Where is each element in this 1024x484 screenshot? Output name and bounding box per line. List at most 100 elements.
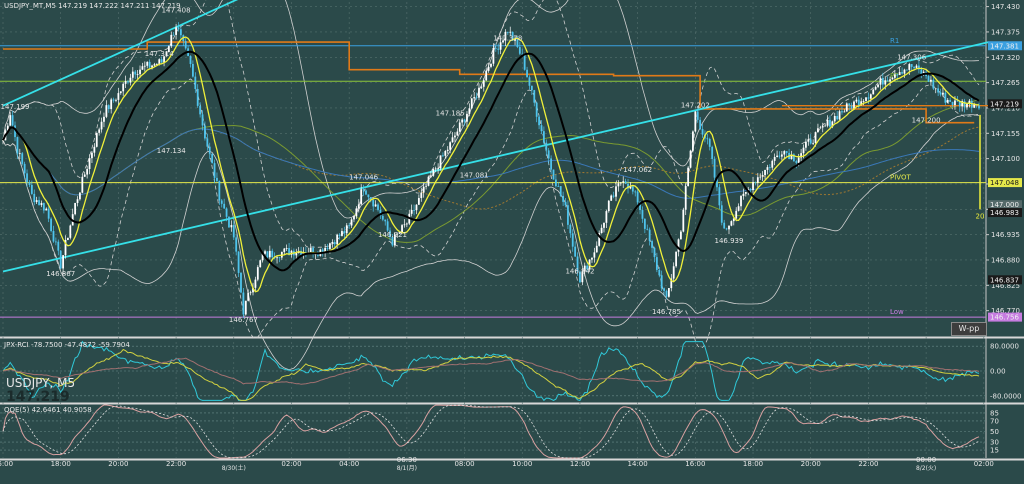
candle-body <box>550 158 552 170</box>
candle-body <box>792 154 795 162</box>
candle-body <box>466 113 468 122</box>
time-label: 04:00 <box>339 460 359 468</box>
candle-body <box>564 201 567 206</box>
candle-body <box>877 84 879 87</box>
candle-body <box>266 251 269 258</box>
candle-body <box>848 103 851 106</box>
candle-body <box>52 231 55 242</box>
candle-body <box>576 256 579 272</box>
candle-body <box>682 209 685 232</box>
candle-body <box>228 216 230 228</box>
candle-body <box>47 208 50 219</box>
candle-body <box>326 247 329 249</box>
candle-body <box>497 48 500 50</box>
candle-body <box>74 202 77 215</box>
candle-body <box>631 186 634 192</box>
candle-body <box>432 169 435 176</box>
candle-body <box>271 250 274 258</box>
candle-body <box>930 79 932 82</box>
candle-body <box>735 210 738 219</box>
candle-body <box>23 163 26 174</box>
candle-body <box>381 215 384 220</box>
candle-body <box>569 224 572 234</box>
candle-body <box>944 92 947 103</box>
candle-body <box>295 253 298 256</box>
trendline-lower <box>2 41 989 273</box>
candle-body <box>324 247 327 254</box>
time-label: 22:00 <box>858 460 878 468</box>
candle-body <box>117 93 120 100</box>
candle-body <box>905 69 908 71</box>
candle-body <box>223 203 226 209</box>
ma-120 <box>2 126 980 210</box>
candle-body <box>434 168 437 170</box>
candle-body <box>694 111 697 132</box>
candle-body <box>968 100 971 104</box>
candle-body <box>153 64 156 66</box>
price-tick-label: 147.155 <box>991 130 1020 138</box>
candle-body <box>329 243 331 249</box>
candle-body <box>713 158 716 178</box>
candle-body <box>665 290 668 297</box>
candle-body <box>874 86 877 90</box>
candle-body <box>79 192 81 200</box>
candle-body <box>946 99 949 103</box>
price-annotation: 147.200 <box>912 117 941 125</box>
candle-body <box>76 199 79 203</box>
price-tag-bg <box>988 312 1022 322</box>
candle-body <box>468 108 471 114</box>
candle-body <box>487 66 490 71</box>
rci-mid-line <box>2 348 980 401</box>
candle-body <box>377 204 379 210</box>
candle-body <box>951 101 954 105</box>
qqe-signal-line <box>2 404 980 459</box>
candle-body <box>593 252 596 258</box>
candle-body <box>817 128 819 133</box>
candle-body <box>749 188 752 191</box>
candle-body <box>362 189 365 191</box>
candle-body <box>778 155 781 157</box>
candle-body <box>110 99 113 110</box>
candle-body <box>901 72 903 74</box>
candle-body <box>903 69 906 74</box>
candle-body <box>809 139 812 144</box>
candle-body <box>136 74 139 75</box>
candle-body <box>867 97 870 99</box>
candle-body <box>158 59 161 65</box>
candle-body <box>425 185 427 187</box>
date-label: 8/1(月) <box>397 465 417 472</box>
candle-body <box>417 198 420 205</box>
candle-body <box>259 260 262 268</box>
candle-body <box>83 174 86 177</box>
wpp-button[interactable]: W-pp <box>951 322 987 336</box>
candle-body <box>105 105 108 117</box>
candle-body <box>444 150 447 156</box>
candle-body <box>881 78 884 85</box>
price-annotation: 147.306 <box>897 54 926 62</box>
candle-body <box>742 193 745 197</box>
time-label: 10:00 <box>512 460 532 468</box>
candle-body <box>204 125 206 139</box>
candle-body <box>427 176 430 186</box>
candle-body <box>163 56 165 63</box>
candle-body <box>797 157 800 163</box>
candle-body <box>670 278 673 289</box>
candle-body <box>242 292 245 315</box>
candle-body <box>155 64 158 65</box>
qqe-tick-label: 50 <box>990 428 999 436</box>
price-tag: 146.756 <box>990 314 1019 322</box>
candle-body <box>535 102 538 117</box>
candle-body <box>211 153 214 164</box>
candle-body <box>312 247 315 255</box>
candle-body <box>365 190 367 195</box>
candle-body <box>699 119 702 130</box>
time-label: 14:00 <box>628 460 648 468</box>
candle-body <box>978 105 980 109</box>
candle-body <box>177 27 180 30</box>
candle-body <box>504 31 507 41</box>
candle-body <box>480 86 483 88</box>
candle-body <box>254 279 257 288</box>
candle-body <box>389 230 391 237</box>
